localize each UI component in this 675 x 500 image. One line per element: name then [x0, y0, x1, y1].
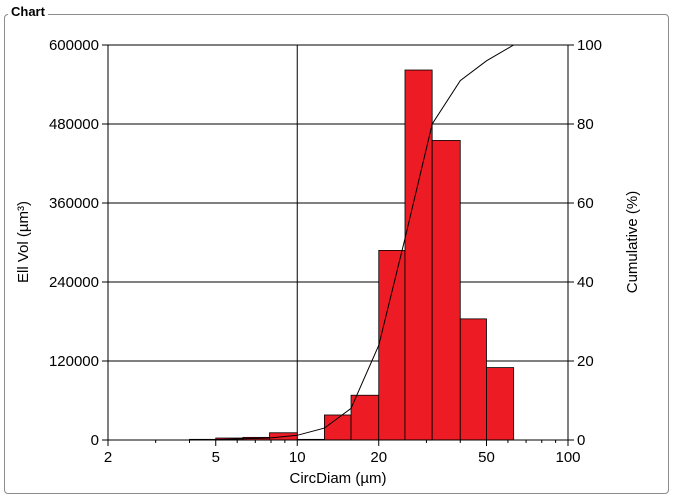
chart-group-frame [4, 14, 669, 494]
y2-tick-label: 20 [577, 353, 594, 370]
ticks-layer: 0 120000 240000 360000 480000 600000 0 20 40 60 80… [49, 37, 602, 466]
y2-axis-label: Cumulative (%) [624, 191, 641, 294]
y2-tick-label: 40 [577, 274, 594, 291]
y2-tick-label: 60 [577, 195, 594, 212]
group-title: Chart [8, 4, 48, 20]
grid-layer [108, 45, 568, 440]
x-tick-label: 10 [289, 449, 306, 466]
x-tick-label: 50 [478, 449, 495, 466]
x-tick-label: 20 [370, 449, 387, 466]
histogram-bar [350, 394, 380, 441]
x-tick-label: 2 [104, 449, 112, 466]
x-axis-label: CircDiam (µm) [290, 470, 387, 487]
y-tick-label: 0 [91, 432, 99, 449]
y-tick-label: 120000 [49, 353, 99, 370]
histogram-bar [431, 140, 461, 441]
histogram-bar [486, 367, 515, 441]
plot-frame [107, 44, 569, 441]
histogram-bar [378, 249, 406, 441]
y2-tick-label: 0 [577, 432, 585, 449]
histogram-bar [459, 318, 487, 441]
histogram-bar [404, 69, 433, 441]
y-tick-label: 360000 [49, 195, 99, 212]
y2-tick-label: 80 [577, 116, 594, 133]
bars-layer [189, 69, 515, 441]
y-tick-label: 600000 [49, 37, 99, 54]
y-tick-label: 480000 [49, 116, 99, 133]
x-tick-label: 5 [212, 449, 220, 466]
y2-tick-label: 100 [577, 37, 602, 54]
y-tick-label: 240000 [49, 274, 99, 291]
y-axis-label: Ell Vol (µm³) [15, 201, 32, 283]
x-tick-label: 100 [555, 449, 580, 466]
